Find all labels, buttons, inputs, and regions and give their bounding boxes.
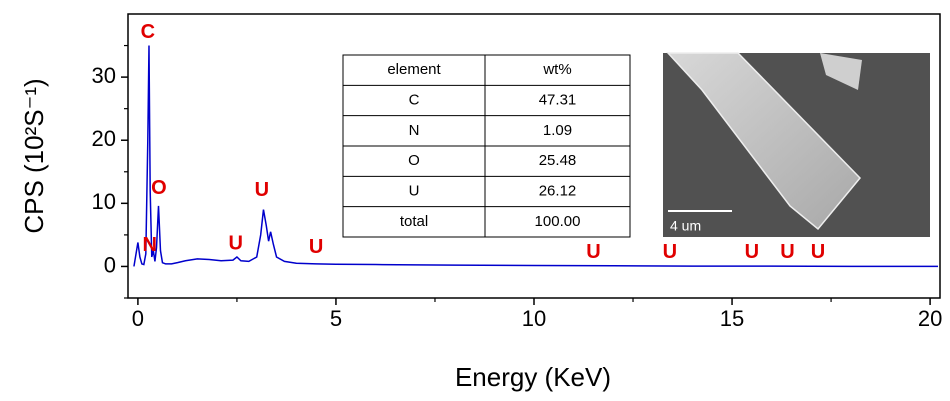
peak-label: U <box>811 241 825 263</box>
table-cell: 26.12 <box>539 182 577 199</box>
table-cell: 25.48 <box>539 152 577 169</box>
scale-bar-label: 4 um <box>670 218 701 234</box>
table-cell: total <box>400 213 428 230</box>
peak-label: O <box>151 177 167 199</box>
x-tick-label: 10 <box>522 306 546 331</box>
chart: 4 um Energy (KeV) CPS (10²S⁻¹) 0 5 10 15 20 0… <box>0 0 950 401</box>
peak-label: U <box>780 241 794 263</box>
x-tick-label: 5 <box>330 306 342 331</box>
table-cell: 100.00 <box>535 213 581 230</box>
table-cell: N <box>409 122 420 139</box>
peak-label: U <box>229 233 243 255</box>
peak-label: C <box>141 21 155 43</box>
y-tick-label: 10 <box>92 189 116 214</box>
y-tick-label: 20 <box>92 126 116 151</box>
table-cell: U <box>409 182 420 199</box>
peak-label: U <box>586 241 600 263</box>
x-tick-label: 20 <box>918 306 942 331</box>
inset-image: 4 um <box>663 53 930 237</box>
table-header: wt% <box>542 61 571 78</box>
x-tick-label: 0 <box>132 306 144 331</box>
table-cell: O <box>408 152 420 169</box>
table-cell: C <box>409 91 420 108</box>
peak-label: U <box>255 179 269 201</box>
table-header: element <box>387 61 441 78</box>
y-axis-title: CPS (10²S⁻¹) <box>19 78 49 233</box>
y-tick-label: 30 <box>92 63 116 88</box>
x-tick-label: 15 <box>720 306 744 331</box>
x-axis-title: Energy (KeV) <box>455 362 611 392</box>
table-cell: 47.31 <box>539 91 577 108</box>
table-cell: 1.09 <box>543 122 572 139</box>
peak-label: N <box>143 234 157 256</box>
inset-table: element wt% C 47.31 N 1.09 O 25.48 U 26.12 total 10… <box>343 55 630 237</box>
peak-label: U <box>309 236 323 258</box>
y-tick-label: 0 <box>104 252 116 277</box>
peak-label: U <box>663 241 677 263</box>
peak-label: U <box>745 241 759 263</box>
